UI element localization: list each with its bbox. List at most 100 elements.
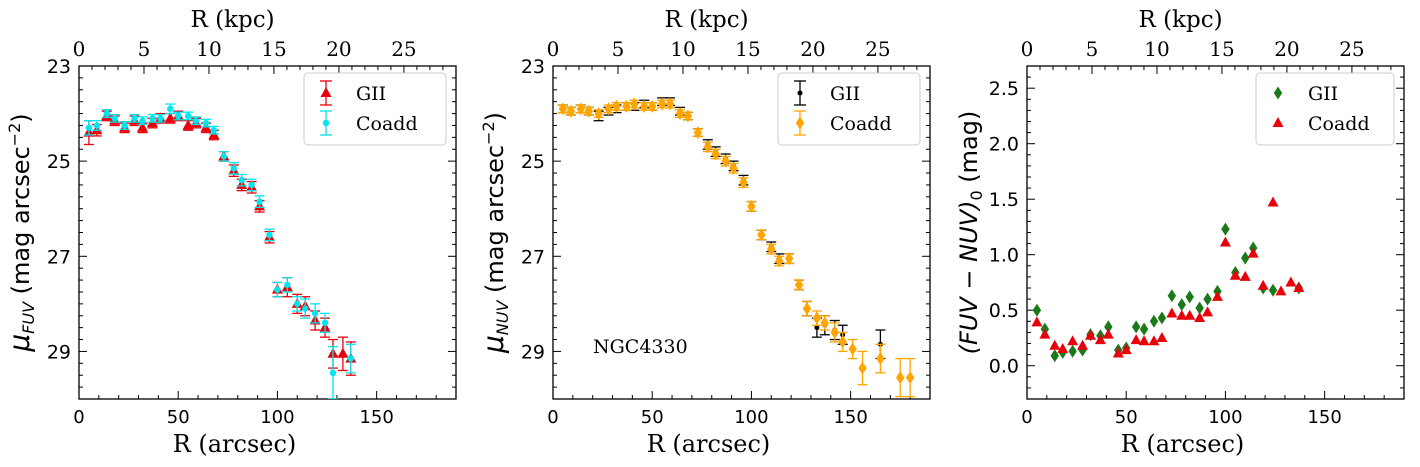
data-point <box>266 231 273 239</box>
data-point <box>1293 282 1305 292</box>
top-tick-label: 20 <box>800 37 825 61</box>
series-coadd <box>557 97 916 398</box>
data-point <box>739 176 748 190</box>
top-tick-label: 25 <box>1339 37 1364 61</box>
x-axis-title: R (arcsec) <box>647 430 771 458</box>
y-title-main: (FUV − NUV) <box>955 201 983 355</box>
top-tick-label: 10 <box>670 37 695 61</box>
data-point <box>1032 303 1042 317</box>
y-tick-label: 27 <box>521 246 545 268</box>
data-layer <box>1031 196 1305 363</box>
y-tick-label: 2.5 <box>989 78 1019 100</box>
top-tick-label: 20 <box>326 37 351 61</box>
data-point <box>1219 236 1231 247</box>
data-point <box>1068 344 1077 358</box>
data-point <box>1257 279 1269 290</box>
data-point <box>321 319 329 327</box>
y-title-close: ) <box>7 113 35 122</box>
x-tick-label: 150 <box>833 407 867 428</box>
data-point <box>612 99 621 113</box>
y-title-sup: −2 <box>5 123 24 147</box>
data-point <box>830 325 839 339</box>
series-coadd <box>83 103 356 399</box>
data-point <box>1229 269 1241 280</box>
galaxy-annotation: NGC4330 <box>593 336 688 358</box>
top-tick-label: 10 <box>1144 37 1169 61</box>
top-tick-label: 5 <box>138 37 151 61</box>
data-point <box>347 355 355 362</box>
y-title-sub: NUV <box>493 300 512 336</box>
data-point <box>284 281 291 289</box>
y-tick-label: 23 <box>47 56 71 78</box>
y-title-sub: 0 <box>967 190 986 200</box>
data-point <box>721 154 730 168</box>
y-tick-label: 2.0 <box>989 134 1019 156</box>
data-point <box>1031 316 1043 327</box>
legend: GII Coadd <box>303 72 447 146</box>
data-point <box>1268 283 1278 297</box>
data-point <box>566 104 576 118</box>
data-point <box>1275 285 1287 296</box>
data-point <box>294 300 301 308</box>
legend-label: Coadd <box>356 113 418 135</box>
data-point <box>630 97 639 111</box>
x-tick-label: 50 <box>167 407 190 428</box>
data-point <box>767 242 776 256</box>
data-point <box>1057 343 1069 354</box>
data-point <box>184 112 192 120</box>
legend-marker <box>1272 117 1284 127</box>
data-point <box>1120 344 1132 355</box>
x-tick-label: 50 <box>641 407 664 428</box>
y-title-rest: (mag) <box>955 111 983 191</box>
data-point <box>1067 335 1079 346</box>
data-point <box>711 147 720 161</box>
data-point <box>1149 314 1159 328</box>
data-point <box>337 347 349 358</box>
data-point <box>1241 251 1250 265</box>
top-tick-label: 0 <box>547 37 560 61</box>
data-point <box>802 302 812 316</box>
data-point <box>876 352 885 366</box>
data-point <box>747 199 756 213</box>
data-point <box>1166 307 1178 318</box>
top-tick-label: 15 <box>261 37 286 61</box>
data-point <box>1139 322 1149 336</box>
data-point <box>584 104 593 118</box>
legend-frame <box>303 72 447 146</box>
data-point <box>274 286 281 293</box>
data-point <box>329 369 337 377</box>
data-point <box>1104 320 1113 334</box>
top-tick-label: 20 <box>1274 37 1299 61</box>
y-tick-label: 29 <box>47 341 71 363</box>
data-point <box>131 115 138 122</box>
data-point <box>238 176 245 184</box>
data-point <box>775 254 784 268</box>
data-point <box>812 311 822 325</box>
series-gii <box>83 109 357 376</box>
data-point <box>1184 309 1196 320</box>
data-point <box>640 99 649 113</box>
data-point <box>220 153 228 160</box>
data-point <box>175 112 182 120</box>
x-tick-label: 0 <box>547 407 558 428</box>
data-point <box>693 126 703 140</box>
data-point <box>848 342 857 356</box>
data-point <box>1112 347 1124 358</box>
data-point <box>622 99 631 113</box>
data-point <box>1202 306 1214 317</box>
y-title-sub: FUV <box>19 301 38 334</box>
legend-marker <box>795 116 805 130</box>
data-point <box>1194 311 1206 322</box>
data-point <box>1148 335 1160 346</box>
top-tick-label: 0 <box>1021 37 1034 61</box>
data-layer <box>557 97 916 398</box>
data-point <box>794 278 804 292</box>
x-axis-title: R (arcsec) <box>173 430 297 458</box>
data-point <box>93 122 101 129</box>
data-layer <box>83 103 357 399</box>
data-point <box>302 305 309 312</box>
data-point <box>1130 334 1142 345</box>
data-point <box>149 115 156 122</box>
data-point <box>85 124 93 132</box>
